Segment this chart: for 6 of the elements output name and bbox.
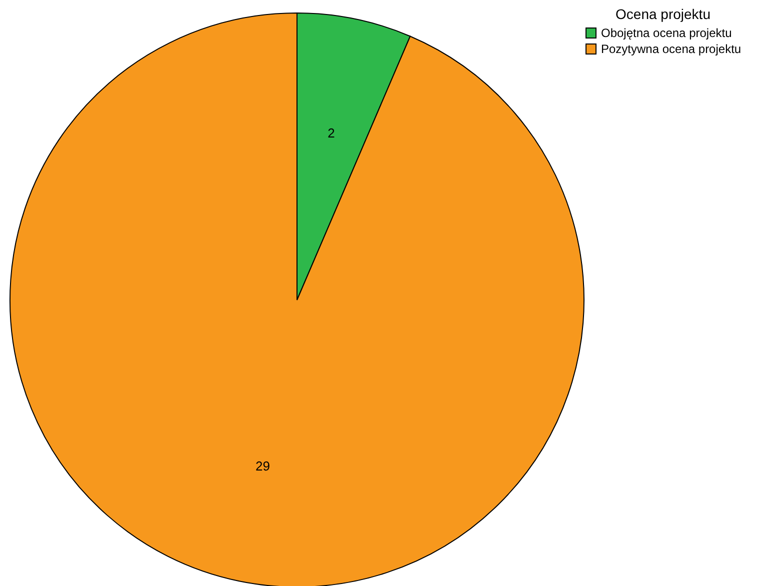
legend-label: Obojętna ocena projektu <box>601 26 732 40</box>
pie-slice <box>10 12 584 586</box>
data-label: 2 <box>328 125 335 140</box>
legend-title: Ocena projektu <box>616 6 710 22</box>
legend-label: Pozytywna ocena projektu <box>601 42 742 56</box>
data-label: 29 <box>256 458 270 474</box>
